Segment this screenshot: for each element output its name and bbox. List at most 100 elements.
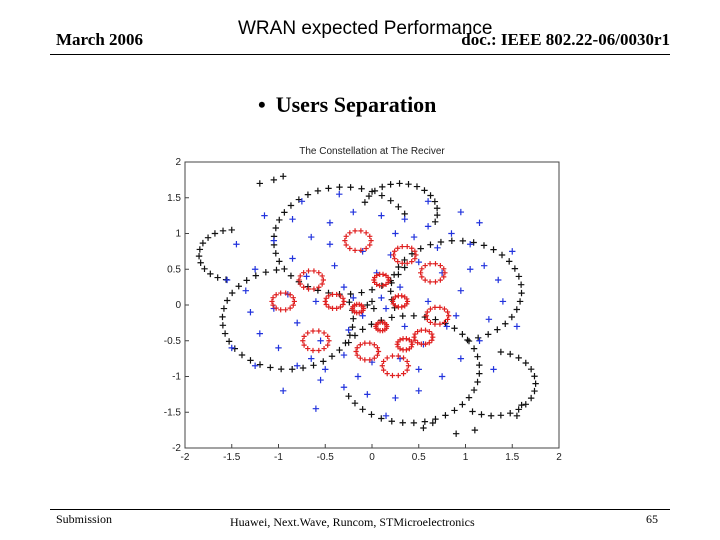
constellation-point-red xyxy=(320,277,326,283)
constellation-point-blue xyxy=(275,344,282,352)
constellation-point-blue xyxy=(457,355,465,362)
constellation-point-black xyxy=(459,237,467,245)
constellation-point-black xyxy=(368,321,375,328)
constellation-point-red xyxy=(386,277,392,283)
constellation-point-red xyxy=(406,337,412,343)
constellation-point-red xyxy=(380,367,387,373)
constellation-point-blue xyxy=(242,287,249,294)
constellation-point-red xyxy=(384,355,390,361)
constellation-point-blue xyxy=(354,373,362,380)
constellation-point-blue xyxy=(466,241,474,248)
constellation-point-black xyxy=(431,218,439,226)
constellation-point-blue xyxy=(476,219,483,226)
constellation-point-blue xyxy=(378,212,385,219)
constellation-point-black xyxy=(347,184,354,191)
constellation-point-red xyxy=(422,341,429,347)
x-tick-label: 0.5 xyxy=(412,452,426,463)
constellation-point-blue xyxy=(424,298,432,305)
constellation-point-red xyxy=(424,316,430,323)
constellation-point-black xyxy=(465,394,473,401)
constellation-point-red xyxy=(404,367,410,373)
constellation-point-red xyxy=(404,243,410,250)
constellation-point-black xyxy=(368,298,376,305)
constellation-point-black xyxy=(368,188,376,195)
constellation-point-black xyxy=(464,336,471,344)
constellation-point-black xyxy=(358,185,365,192)
constellation-point-red xyxy=(380,282,386,289)
constellation-point-red xyxy=(389,298,396,305)
constellation-point-black xyxy=(399,312,406,320)
constellation-point-black xyxy=(364,301,371,309)
constellation-point-black xyxy=(262,268,270,276)
y-tick-label: -0.5 xyxy=(164,336,182,347)
constellation-point-black xyxy=(433,205,441,212)
constellation-point-red xyxy=(429,337,435,343)
constellation-point-black xyxy=(469,408,476,415)
constellation-point-red xyxy=(395,259,401,265)
constellation-point-blue xyxy=(378,294,385,302)
constellation-point-red xyxy=(316,328,322,334)
constellation-point-red xyxy=(301,284,307,290)
constellation-point-black xyxy=(361,199,369,206)
constellation-point-red xyxy=(418,270,424,276)
constellation-point-black xyxy=(448,237,456,244)
constellation-point-red xyxy=(423,313,429,319)
constellation-point-red xyxy=(357,342,363,348)
constellation-point-blue xyxy=(485,316,493,323)
constellation-point-black xyxy=(365,192,373,200)
constellation-point-red xyxy=(352,247,358,254)
constellation-point-red xyxy=(418,327,424,333)
constellation-point-blue xyxy=(424,223,432,230)
constellation-point-black xyxy=(427,241,434,248)
constellation-point-black xyxy=(243,277,250,284)
constellation-point-blue xyxy=(481,262,488,269)
constellation-point-blue xyxy=(415,387,422,394)
constellation-point-black xyxy=(371,187,379,195)
constellation-point-black xyxy=(387,197,394,204)
constellation-point-black xyxy=(494,326,501,333)
constellation-point-black xyxy=(350,315,357,322)
constellation-point-red xyxy=(409,259,415,265)
constellation-point-red xyxy=(392,248,398,254)
header-date: March 2006 xyxy=(56,30,144,49)
constellation-point-red xyxy=(362,357,368,363)
constellation-point-black xyxy=(390,271,398,278)
constellation-point-red xyxy=(321,345,327,352)
constellation-point-black xyxy=(470,345,478,352)
constellation-point-black xyxy=(220,305,228,312)
constellation-point-red xyxy=(422,277,428,283)
plot-marks xyxy=(195,173,539,437)
constellation-point-black xyxy=(195,252,203,260)
header-title: WRAN expected Performance xyxy=(238,18,493,39)
bullet-symbol: • xyxy=(258,92,266,117)
constellation-point-black xyxy=(405,180,412,188)
footer-rule xyxy=(50,509,670,510)
constellation-point-red xyxy=(283,290,289,296)
constellation-point-red xyxy=(399,243,405,250)
constellation-point-red xyxy=(437,321,443,327)
y-tick-label: 0.5 xyxy=(167,264,181,275)
constellation-point-red xyxy=(269,298,275,305)
constellation-point-red xyxy=(432,261,439,267)
constellation-point-red xyxy=(305,268,312,274)
constellation-point-red xyxy=(343,233,349,239)
constellation-point-black xyxy=(408,250,416,257)
constellation-point-red xyxy=(395,293,401,299)
constellation-point-red xyxy=(367,242,373,248)
constellation-point-black xyxy=(359,326,366,333)
constellation-point-red xyxy=(429,331,435,337)
constellation-point-red xyxy=(305,345,311,352)
constellation-point-red xyxy=(342,238,348,244)
constellation-point-black xyxy=(478,411,485,418)
constellation-point-black xyxy=(518,401,525,409)
constellation-point-black xyxy=(272,224,280,232)
constellation-point-red xyxy=(301,270,307,276)
constellation-point-black xyxy=(287,202,295,209)
constellation-point-red xyxy=(297,273,303,279)
constellation-point-blue xyxy=(322,366,329,373)
constellation-point-black xyxy=(211,230,219,237)
constellation-point-red xyxy=(400,355,407,361)
constellation-point-red xyxy=(427,319,434,326)
constellation-point-blue xyxy=(326,219,334,226)
constellation-point-black xyxy=(401,264,408,271)
